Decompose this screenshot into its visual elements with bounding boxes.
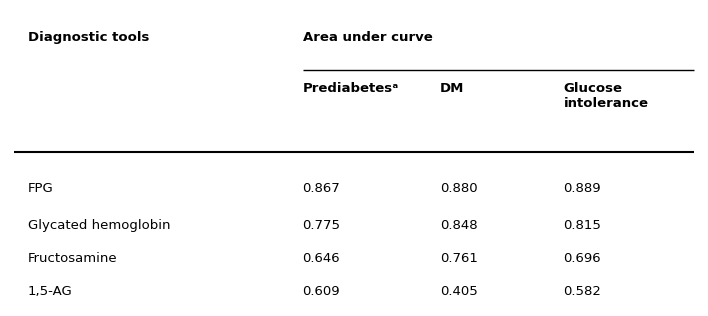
Text: 0.867: 0.867 [302, 182, 341, 195]
Text: 0.696: 0.696 [564, 252, 601, 265]
Text: 0.775: 0.775 [302, 219, 341, 232]
Text: 0.609: 0.609 [302, 285, 341, 298]
Text: 0.582: 0.582 [564, 285, 601, 298]
Text: Glycated hemoglobin: Glycated hemoglobin [28, 219, 171, 232]
Text: Fructosamine: Fructosamine [28, 252, 118, 265]
Text: 0.848: 0.848 [440, 219, 478, 232]
Text: 0.761: 0.761 [440, 252, 478, 265]
Text: FPG: FPG [28, 182, 54, 195]
Text: DM: DM [440, 82, 464, 95]
Text: Prediabetesᵃ: Prediabetesᵃ [302, 82, 399, 95]
Text: 0.815: 0.815 [564, 219, 601, 232]
Text: 0.880: 0.880 [440, 182, 478, 195]
Text: Area under curve: Area under curve [302, 31, 433, 44]
Text: 1,5-AG: 1,5-AG [28, 285, 73, 298]
Text: 0.405: 0.405 [440, 285, 478, 298]
Text: 0.646: 0.646 [302, 252, 341, 265]
Text: 0.889: 0.889 [564, 182, 601, 195]
Text: Diagnostic tools: Diagnostic tools [28, 31, 149, 44]
Text: Glucose
intolerance: Glucose intolerance [564, 82, 649, 110]
